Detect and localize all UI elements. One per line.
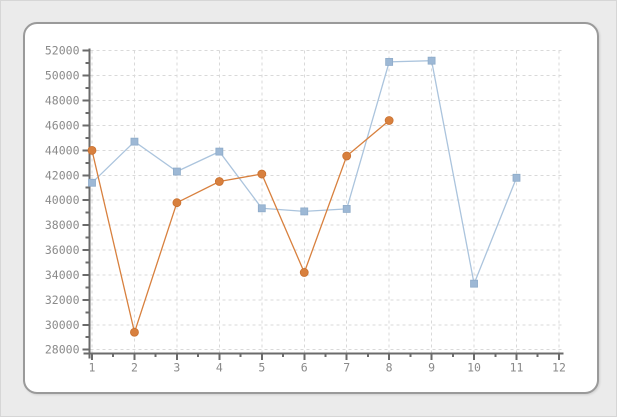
data-point-marker [130,137,139,146]
x-tick-label: 6 [301,361,308,375]
data-point-marker [257,204,266,213]
y-tick-label: 30000 [45,318,80,332]
data-point-marker [214,177,224,186]
x-tick-label: 1 [89,361,96,375]
data-point-marker [342,205,351,213]
data-point-marker [299,268,309,277]
data-point-marker [87,145,97,155]
data-point-marker [384,116,394,125]
x-tick-label: 4 [216,361,223,375]
x-tick-label: 10 [467,361,481,375]
y-tick-label: 40000 [45,193,80,207]
y-tick-label: 52000 [45,44,80,58]
y-axis: 28000 30000 32000 34000 36000 38000 40000 42000… [45,44,90,357]
chart-panel: 28000 30000 32000 34000 36000 38000 40000 42000… [23,22,599,394]
y-tick-label: 48000 [45,94,80,108]
x-tick-label: 12 [552,361,566,375]
line-chart: 28000 30000 32000 34000 36000 38000 40000 42000… [45,44,566,375]
data-point-marker [257,169,267,179]
series-square [88,56,521,288]
data-point-marker [470,279,478,288]
y-tick-label: 46000 [45,118,80,132]
x-tick-label: 3 [173,361,180,375]
data-point-marker [342,151,352,161]
data-point-marker [512,173,521,182]
x-tick-label: 5 [258,361,265,375]
y-tick-label: 38000 [45,218,80,232]
y-tick-label: 28000 [45,343,80,357]
y-tick-label: 50000 [45,69,80,83]
data-point-marker [130,327,139,337]
data-point-marker [385,58,394,66]
x-tick-label: 9 [428,361,435,375]
series-circle [87,116,394,337]
x-tick-label: 2 [131,361,138,375]
x-tick-label: 11 [510,361,524,375]
data-point-marker [427,56,436,65]
data-point-marker [215,147,224,156]
y-tick-label: 44000 [45,143,80,157]
x-tick-label: 8 [386,361,393,375]
data-point-marker [172,167,181,176]
x-axis: 1 2 3 4 5 6 7 8 9 10 11 12 [89,353,566,375]
axes [83,48,564,359]
x-tick-label: 7 [343,361,350,375]
y-tick-label: 42000 [45,168,80,182]
y-tick-label: 32000 [45,293,80,307]
orange-circle-series-line [91,120,390,335]
y-tick-label: 34000 [45,268,80,282]
data-point-marker [88,178,96,187]
y-tick-label: 36000 [45,243,80,257]
data-point-marker [172,198,182,208]
data-point-marker [300,207,309,216]
grid [90,50,562,353]
